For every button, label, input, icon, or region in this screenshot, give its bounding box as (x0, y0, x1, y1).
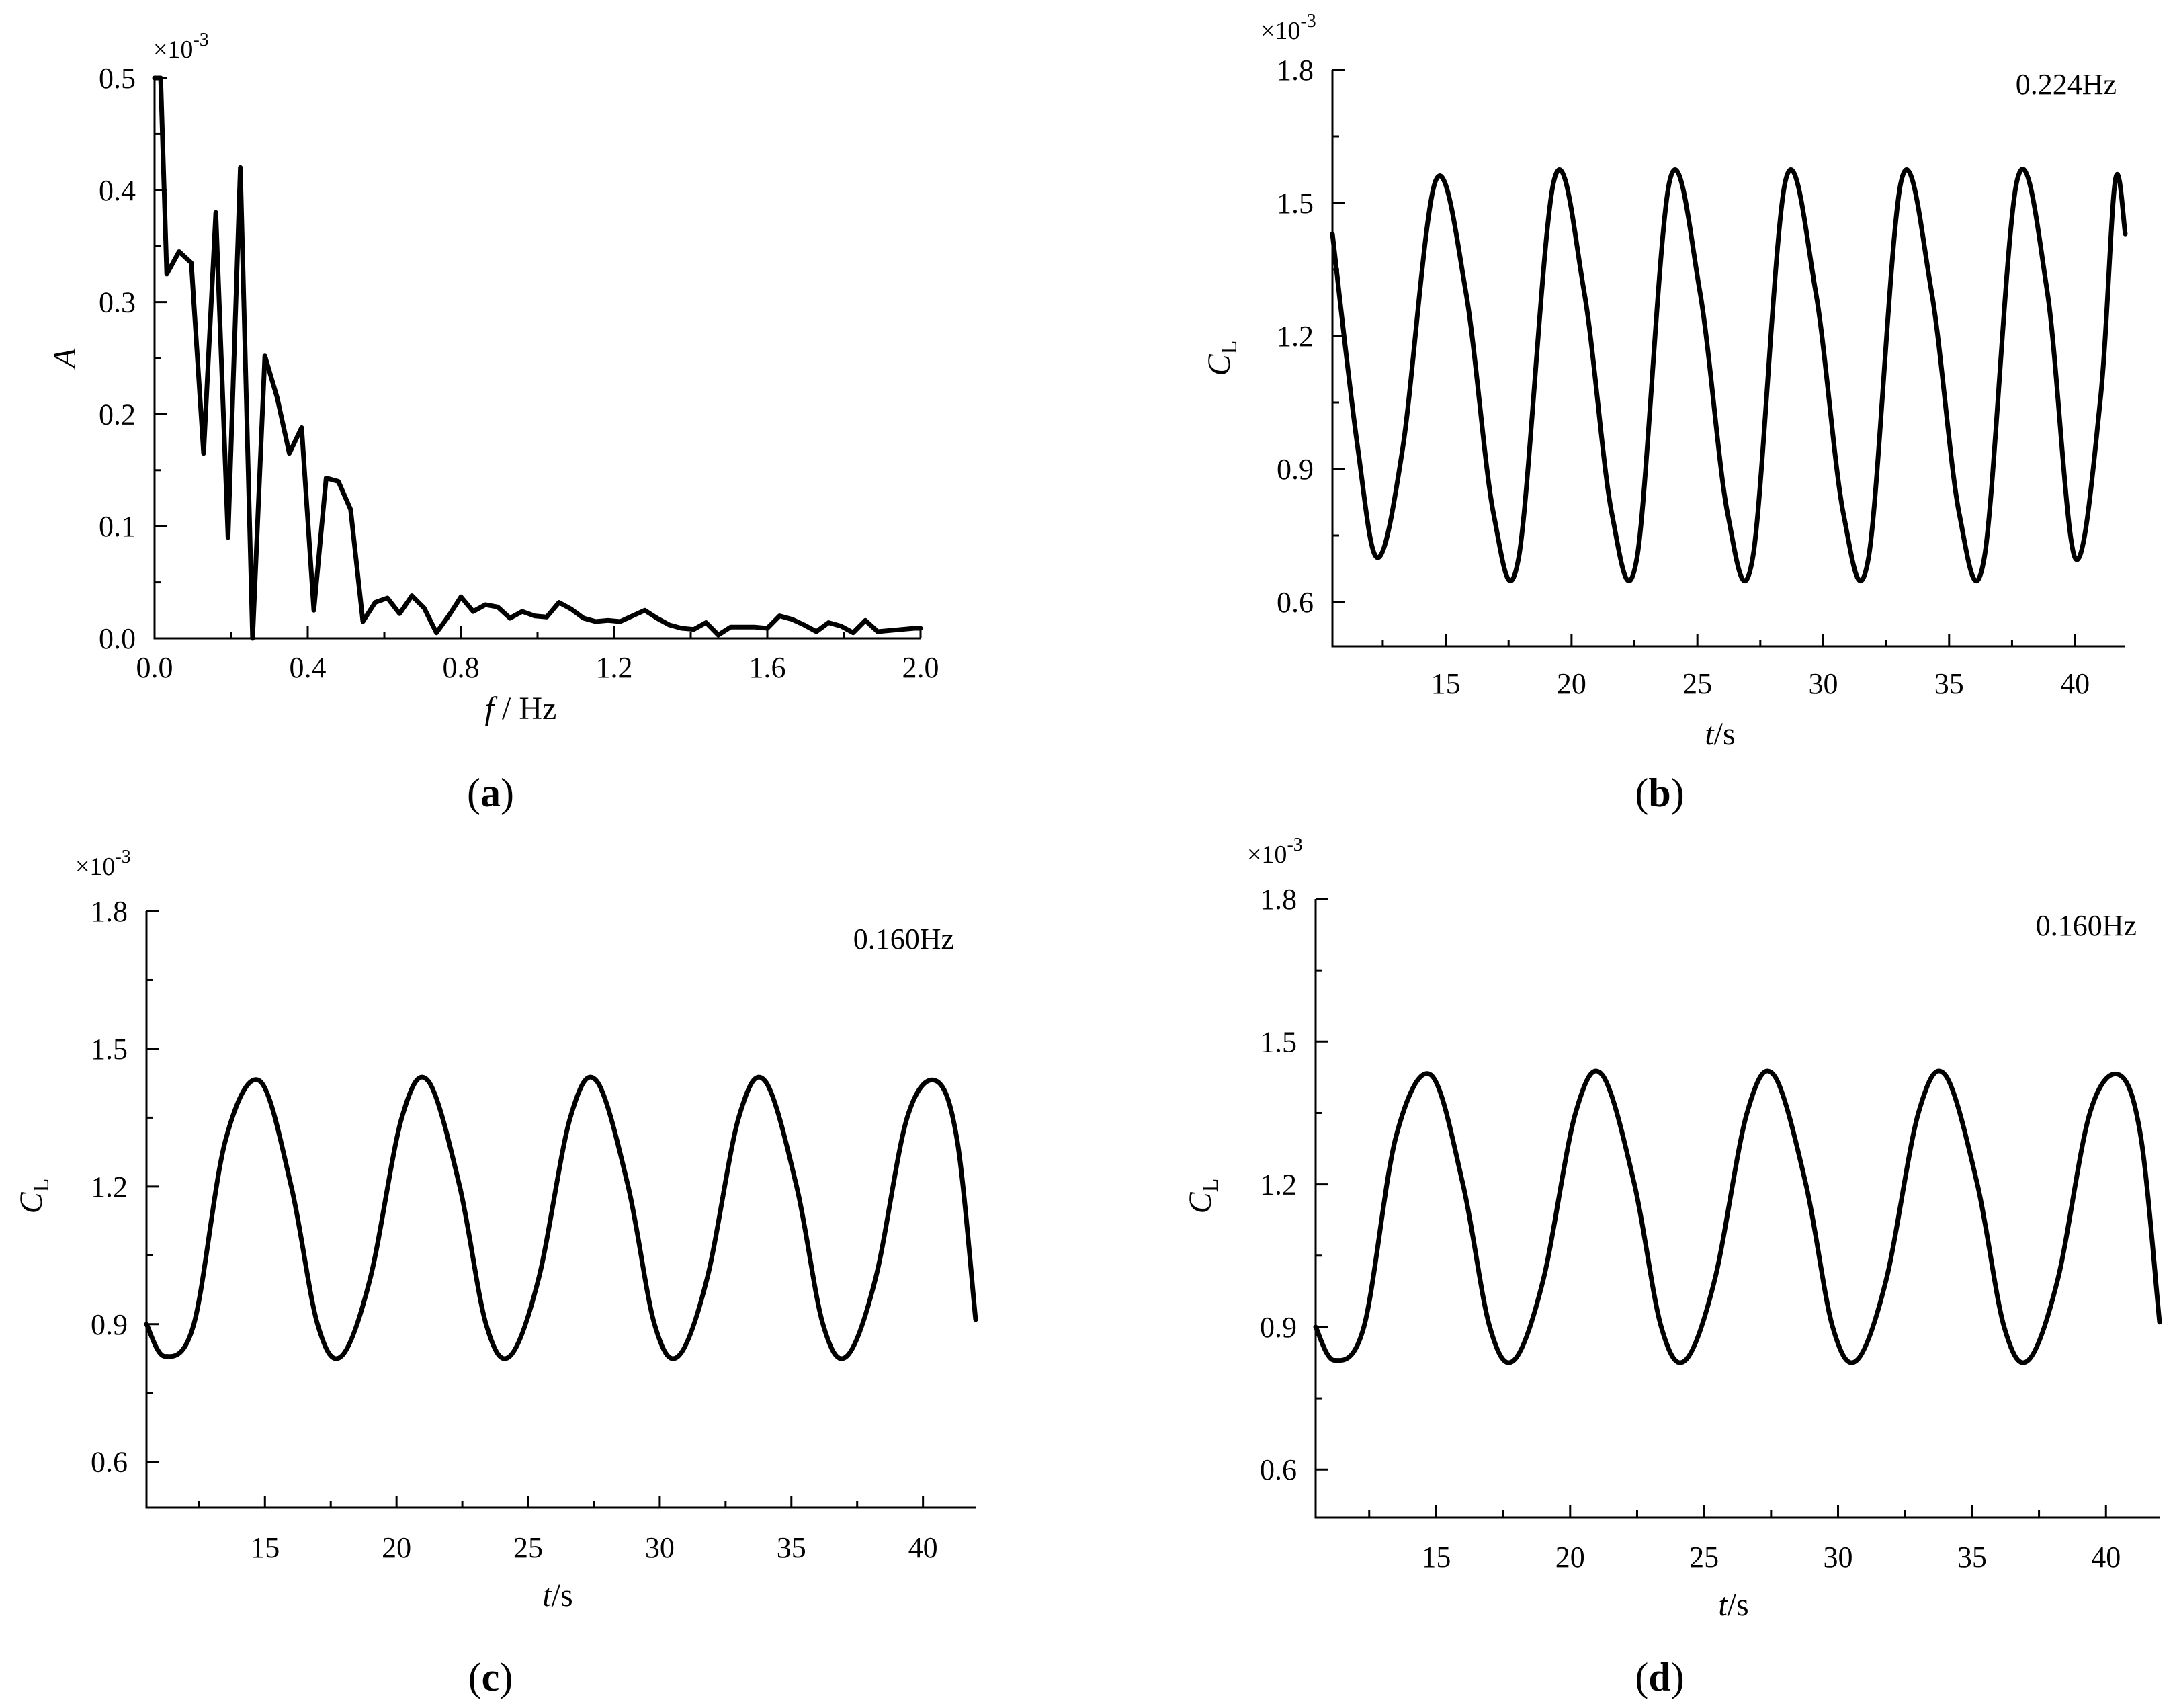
y-axis-multiplier: ×10-3 (1261, 11, 1316, 45)
series-layer (144, 1074, 978, 1361)
x-tick-label: 0.8 (443, 651, 480, 684)
axis-frame (153, 78, 921, 640)
y-tick-label: 0.2 (99, 398, 136, 431)
x-tick-label: 40 (2060, 667, 2090, 700)
x-tick-label: 15 (250, 1531, 280, 1564)
frequency-annotation: 0.160Hz (853, 923, 954, 955)
x-tick-label: 40 (2091, 1541, 2121, 1574)
x-tick-label: 25 (1689, 1541, 1719, 1574)
y-tick-label: 1.5 (91, 1033, 128, 1066)
series-layer (1330, 167, 2128, 584)
series-line (144, 1074, 978, 1361)
x-axis-label: t/s (1718, 1587, 1748, 1623)
y-tick-label: 0.4 (99, 174, 136, 207)
panel-a: 0.0 0.4 0.8 1.2 1.6 2.0 0.0 0.1 0.2 0.3 0.4 0.5 ×10… (47, 30, 939, 815)
y-tick-label: 1.5 (1277, 187, 1314, 220)
x-tick-label: 30 (645, 1531, 675, 1564)
y-tick-label: 1.8 (1260, 883, 1297, 916)
x-tick-label: 1.2 (596, 651, 633, 684)
axis-frame (1331, 70, 2125, 648)
series-layer (1313, 1068, 2162, 1365)
axis-frame (145, 911, 976, 1509)
x-tick-label: 15 (1421, 1541, 1451, 1574)
y-tick-label: 1.2 (1260, 1168, 1297, 1201)
series-line (1313, 1068, 2162, 1365)
y-tick-label: 0.9 (1260, 1311, 1297, 1344)
tick-layer: 15 20 25 30 35 40 0.6 0.9 1.2 1.5 1.8 (91, 895, 938, 1564)
y-tick-label: 1.5 (1260, 1025, 1297, 1058)
x-axis-label: f / Hz (485, 691, 557, 726)
y-tick-label: 0.6 (1277, 586, 1314, 619)
y-tick-label: 0.6 (91, 1446, 128, 1479)
y-axis-multiplier: ×10-3 (75, 847, 131, 881)
panel-b: 15 20 25 30 35 40 0.6 0.9 1.2 1.5 1.8 ×10-3 CL t/s… (1201, 11, 2128, 815)
x-tick-label: 15 (1431, 667, 1461, 700)
frequency-annotation: 0.160Hz (2036, 909, 2137, 942)
panel-caption: (d) (1635, 1655, 1684, 1699)
x-tick-label: 20 (1555, 1541, 1585, 1574)
tick-layer: 0.0 0.4 0.8 1.2 1.6 2.0 0.0 0.1 0.2 0.3 0.4 0.5 (99, 62, 939, 684)
x-axis-label: t/s (1705, 716, 1735, 752)
y-axis-label: CL (13, 1179, 54, 1214)
x-tick-label: 1.6 (749, 651, 786, 684)
panel-c: 15 20 25 30 35 40 0.6 0.9 1.2 1.5 1.8 ×10-3 CL t/s… (13, 847, 978, 1699)
axis-frame (1314, 899, 2160, 1519)
x-tick-label: 35 (1934, 667, 1964, 700)
y-axis-label: A (47, 348, 83, 370)
y-axis-multiplier: ×10-3 (1247, 835, 1303, 869)
x-tick-label: 40 (908, 1531, 938, 1564)
y-axis-multiplier: ×10-3 (153, 30, 209, 64)
x-tick-label: 25 (513, 1531, 543, 1564)
y-tick-label: 1.8 (1277, 54, 1314, 87)
x-tick-label: 20 (382, 1531, 411, 1564)
panel-caption: (c) (468, 1655, 513, 1699)
series-layer (152, 75, 923, 641)
y-axis-label: CL (1201, 341, 1242, 376)
y-tick-label: 0.9 (1277, 453, 1314, 486)
x-tick-label: 0.4 (290, 651, 327, 684)
y-tick-label: 0.0 (99, 622, 136, 655)
x-tick-label: 2.0 (902, 651, 939, 684)
y-tick-label: 0.3 (99, 286, 136, 319)
y-tick-label: 1.2 (91, 1170, 128, 1203)
panel-caption: (a) (467, 771, 514, 815)
y-tick-label: 1.8 (91, 895, 128, 928)
x-tick-label: 25 (1682, 667, 1712, 700)
tick-layer: 15 20 25 30 35 40 0.6 0.9 1.2 1.5 1.8 (1277, 54, 2090, 700)
x-tick-label: 0.0 (136, 651, 173, 684)
x-tick-label: 35 (777, 1531, 806, 1564)
x-tick-label: 20 (1557, 667, 1586, 700)
y-tick-label: 0.1 (99, 510, 136, 543)
y-tick-label: 0.5 (99, 62, 136, 95)
x-tick-label: 35 (1957, 1541, 1987, 1574)
frequency-annotation: 0.224Hz (2016, 68, 2117, 101)
panel-d: 15 20 25 30 35 40 0.6 0.9 1.2 1.5 1.8 ×10-3 CL t/s… (1183, 835, 2162, 1699)
tick-layer: 15 20 25 30 35 40 0.6 0.9 1.2 1.5 1.8 (1260, 883, 2121, 1574)
series-line (152, 75, 923, 641)
x-axis-label: t/s (542, 1578, 572, 1613)
x-tick-label: 30 (1824, 1541, 1853, 1574)
y-tick-label: 1.2 (1277, 320, 1314, 353)
series-line (1330, 167, 2128, 584)
y-axis-label: CL (1183, 1179, 1223, 1214)
y-tick-label: 0.6 (1260, 1453, 1297, 1486)
panel-caption: (b) (1635, 771, 1684, 815)
y-tick-label: 0.9 (91, 1308, 128, 1341)
x-tick-label: 30 (1808, 667, 1838, 700)
